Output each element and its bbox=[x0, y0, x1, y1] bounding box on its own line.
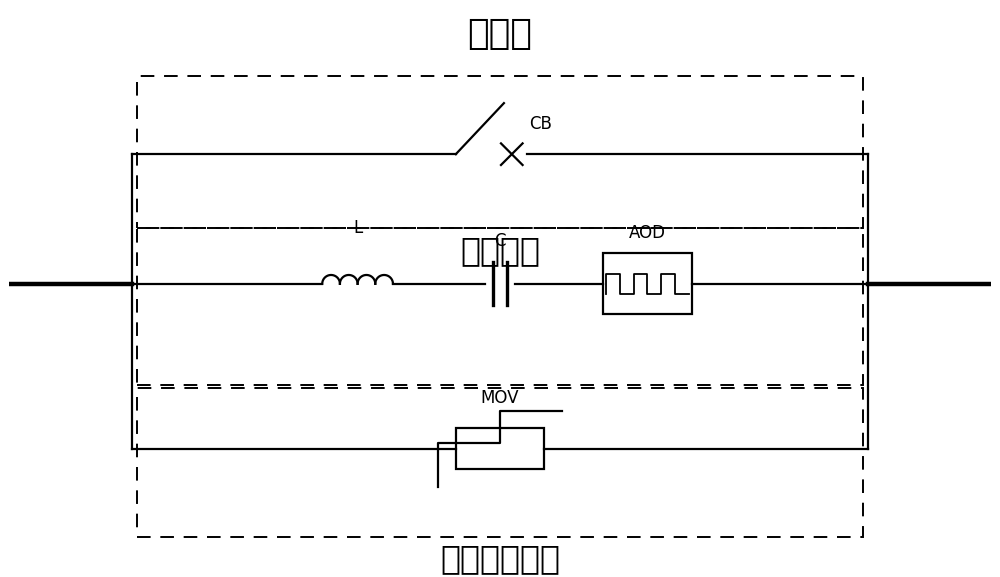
Text: C: C bbox=[494, 233, 506, 250]
Bar bbox=[603, 253, 692, 314]
Text: MOV: MOV bbox=[481, 388, 519, 407]
Text: 主支路: 主支路 bbox=[468, 17, 532, 51]
Text: 转移支路: 转移支路 bbox=[460, 234, 540, 267]
Text: CB: CB bbox=[529, 115, 552, 133]
Text: L: L bbox=[353, 219, 362, 237]
Bar bbox=[456, 428, 544, 470]
Text: 能量吸收支路: 能量吸收支路 bbox=[440, 542, 560, 575]
Text: AOD: AOD bbox=[629, 224, 666, 242]
